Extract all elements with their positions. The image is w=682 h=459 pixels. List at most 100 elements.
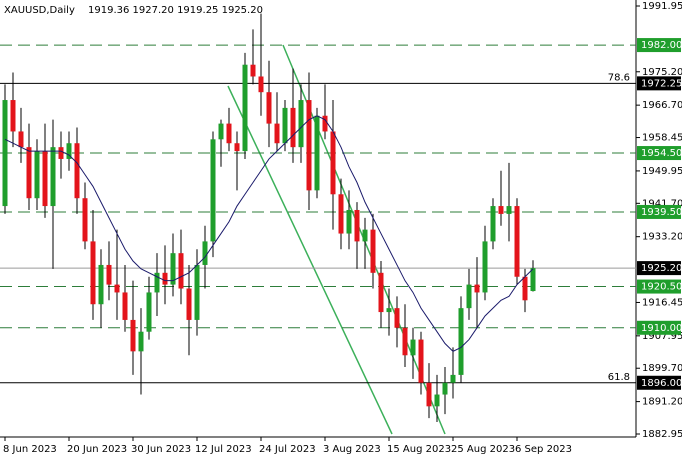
candle-body [266, 92, 272, 124]
chart-title: XAUUSD,Daily [4, 5, 75, 16]
fib-label: 61.8 [608, 372, 630, 383]
candle-body [74, 143, 80, 199]
y-tick-label: 1933.20 [642, 232, 682, 243]
candle-body [290, 107, 296, 148]
candle-body [130, 319, 136, 352]
candle-body [66, 143, 72, 159]
level-tag [637, 76, 681, 91]
y-tick-label: 1916.45 [642, 297, 682, 308]
candle-body [466, 284, 472, 309]
candle-body [90, 241, 96, 305]
level-tag [637, 320, 681, 335]
y-tick-label: 1941.70 [642, 198, 682, 209]
candle-body [490, 206, 496, 242]
candle-body [138, 331, 144, 352]
candle-body [506, 206, 512, 214]
candle-body [82, 198, 88, 242]
candle-body [170, 253, 176, 285]
candle-body [114, 284, 120, 293]
candle-body [362, 229, 368, 242]
level-tag [637, 204, 681, 219]
level-tag-label: 1982.00 [641, 40, 682, 51]
level-tag [637, 146, 681, 161]
candle-body [162, 272, 168, 285]
candle-body [426, 382, 432, 407]
level-tag-label: 1910.00 [641, 323, 682, 334]
y-tick-label: 1975.20 [642, 67, 682, 78]
candle-body [514, 206, 520, 277]
ohlc-values: 1919.36 1927.20 1919.25 1925.20 [88, 5, 263, 16]
candle-body [458, 308, 464, 375]
candle-body [314, 115, 320, 191]
fib-label: 78.6 [608, 72, 630, 83]
candle-body [498, 206, 504, 214]
candle-body [10, 100, 16, 132]
candle-body [18, 131, 24, 148]
candle-body [234, 143, 240, 152]
candle-body [474, 284, 480, 293]
moving-average [4, 115, 534, 352]
candle-body [282, 107, 288, 144]
candle-body [442, 382, 448, 395]
candle-body [346, 209, 352, 234]
candle-body [202, 241, 208, 265]
x-tick-label: 3 Aug 2023 [323, 444, 381, 455]
y-tick-label: 1907.95 [642, 331, 682, 342]
level-tag [637, 38, 681, 53]
candle-body [98, 264, 104, 305]
candle-body [34, 151, 40, 199]
candle-body [122, 292, 128, 320]
candle-body [482, 241, 488, 293]
candle-body [522, 276, 528, 301]
x-tick-label: 6 Sep 2023 [515, 444, 572, 455]
candle-body [242, 64, 248, 152]
candle-body [306, 100, 312, 191]
level-tag-label: 1939.50 [641, 207, 682, 218]
candle-body [226, 123, 232, 144]
candle-body [322, 115, 328, 132]
candle-body [258, 76, 264, 93]
candle-body [338, 194, 344, 234]
level-tag [637, 375, 681, 390]
y-tick-label: 1958.45 [642, 133, 682, 144]
candle-body [330, 131, 336, 195]
candle-body [394, 308, 400, 328]
candle-body [530, 268, 536, 292]
candle-body [402, 327, 408, 356]
y-tick-label: 1991.95 [642, 1, 682, 12]
x-tick-label: 8 Jun 2023 [3, 444, 57, 455]
candle-body [210, 139, 216, 242]
x-tick-label: 12 Jul 2023 [195, 444, 252, 455]
x-tick-label: 25 Aug 2023 [451, 444, 515, 455]
y-tick-label: 1891.20 [642, 397, 682, 408]
candle-body [354, 209, 360, 242]
candle-body [154, 272, 160, 293]
candle-body [434, 394, 440, 407]
candle-body [378, 272, 384, 313]
level-tag [637, 261, 681, 276]
y-tick-label: 1899.70 [642, 363, 682, 374]
candle-body [50, 147, 56, 207]
x-tick-label: 30 Jun 2023 [131, 444, 191, 455]
candle-body [26, 147, 32, 199]
candle-body [298, 100, 304, 148]
candle-body [194, 264, 200, 320]
candle-body [2, 100, 8, 207]
candle-body [450, 374, 456, 383]
x-tick-label: 15 Aug 2023 [387, 444, 451, 455]
candle-body [410, 339, 416, 356]
candle-body [42, 151, 48, 207]
candle-body [418, 339, 424, 383]
level-tag-label: 1954.50 [641, 148, 682, 159]
candle-body [386, 308, 392, 313]
candle-body [370, 229, 376, 273]
level-tag-label: 1925.20 [641, 263, 682, 274]
y-tick-label: 1966.70 [642, 100, 682, 111]
trend-line [227, 85, 393, 435]
level-tag-label: 1972.25 [641, 78, 682, 89]
candle-body [106, 264, 112, 285]
level-tag [637, 279, 681, 294]
candle-body [186, 288, 192, 320]
